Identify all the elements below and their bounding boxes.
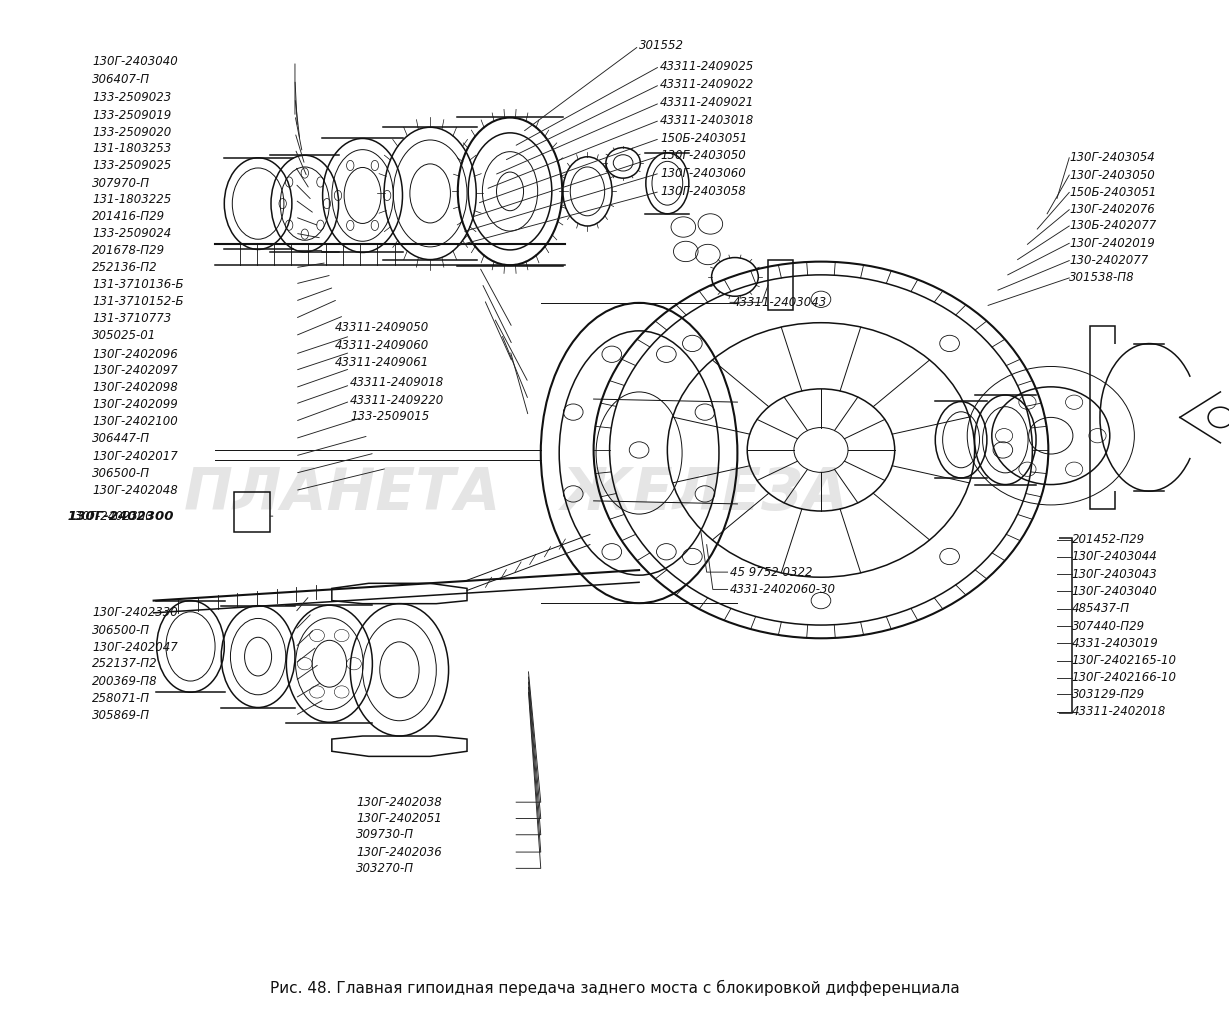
Text: 130Г-2402017: 130Г-2402017 [92,450,178,462]
Text: 130Г-2403060: 130Г-2403060 [660,167,746,179]
Text: 252137-П2: 252137-П2 [92,658,157,670]
Text: 131-3710152-Б: 131-3710152-Б [92,295,183,307]
Text: 133-2509019: 133-2509019 [92,109,171,121]
Text: 309730-П: 309730-П [356,829,414,841]
Text: 130Г-2403040: 130Г-2403040 [1072,585,1158,598]
Text: 130Г-2402100: 130Г-2402100 [92,415,178,428]
Text: 305025-01: 305025-01 [92,330,156,342]
Text: 43311-2409018: 43311-2409018 [350,377,445,389]
Text: 130Г-2403043: 130Г-2403043 [1072,568,1158,580]
Text: 201452-П29: 201452-П29 [1072,533,1144,546]
Text: 301538-П8: 301538-П8 [1069,272,1134,284]
Text: 303270-П: 303270-П [356,862,414,874]
Text: 258071-П: 258071-П [92,692,150,704]
Text: 131-3710136-Б: 131-3710136-Б [92,278,183,290]
Text: 130Г-2403040: 130Г-2403040 [92,55,178,67]
Text: 133-2509015: 133-2509015 [350,410,429,422]
Text: 130Г-2403044: 130Г-2403044 [1072,551,1158,563]
Text: 307970-П: 307970-П [92,177,150,189]
Text: 43311-2403043: 43311-2403043 [732,296,827,308]
Text: 43311-2409022: 43311-2409022 [660,78,755,91]
Text: 43311-2409220: 43311-2409220 [350,394,445,406]
Text: 43311-2409060: 43311-2409060 [334,339,429,351]
Text: 306407-П: 306407-П [92,73,150,86]
Text: 130Г-2402165-10: 130Г-2402165-10 [1072,655,1176,667]
Text: 43311-2409025: 43311-2409025 [660,60,755,72]
Text: 130Г-2403050: 130Г-2403050 [1069,169,1155,181]
Text: 130Г-2403058: 130Г-2403058 [660,185,746,197]
Text: 131-3710773: 131-3710773 [92,313,171,325]
Text: 130Г-2402097: 130Г-2402097 [92,364,178,377]
Text: 301552: 301552 [639,40,685,52]
Text: 133-2509025: 133-2509025 [92,160,171,172]
Text: 307440-П29: 307440-П29 [1072,620,1144,632]
Text: 130Г-2402300: 130Г-2402300 [68,510,154,522]
Text: 130Г-2402076: 130Г-2402076 [1069,204,1155,216]
Text: 130Г-2402038: 130Г-2402038 [356,796,442,808]
Text: 4331-2402060-30: 4331-2402060-30 [730,583,836,596]
Text: 130Г-2402098: 130Г-2402098 [92,382,178,394]
Text: 43311-2402018: 43311-2402018 [1072,705,1166,718]
Text: 130Г-2402019: 130Г-2402019 [1069,237,1155,249]
Text: Рис. 48. Главная гипоидная передача заднего моста с блокировкой дифференциала: Рис. 48. Главная гипоидная передача задн… [269,979,960,996]
Text: 130-2402077: 130-2402077 [1069,254,1148,267]
Text: 131-1803253: 131-1803253 [92,143,171,155]
Text: 43311-2409061: 43311-2409061 [334,356,429,369]
Text: 130Г-2402048: 130Г-2402048 [92,485,178,497]
Text: 130Г-2402036: 130Г-2402036 [356,846,442,858]
Text: 133-2509023: 133-2509023 [92,92,171,104]
Text: 130Г-2402051: 130Г-2402051 [356,812,442,825]
Text: 130Г-2402099: 130Г-2402099 [92,398,178,410]
Text: 150Б-2403051: 150Б-2403051 [1069,186,1156,199]
Text: 130Г-2402047: 130Г-2402047 [92,641,178,654]
Text: 133-2509024: 133-2509024 [92,227,171,239]
Text: 150Б-2403051: 150Б-2403051 [660,132,747,145]
Text: 485437-П: 485437-П [1072,603,1129,615]
Text: 130Г-2403050: 130Г-2403050 [660,150,746,162]
Text: 130Б-2402077: 130Б-2402077 [1069,220,1156,232]
Text: 306500-П: 306500-П [92,467,150,479]
Text: 201416-П29: 201416-П29 [92,211,165,223]
Text: 130Г-2402096: 130Г-2402096 [92,348,178,360]
Text: 200369-П8: 200369-П8 [92,675,157,687]
Text: 131-1803225: 131-1803225 [92,193,171,206]
Text: 130Г-2402330: 130Г-2402330 [92,607,178,619]
Text: 306500-П: 306500-П [92,624,150,636]
Text: 305869-П: 305869-П [92,710,150,722]
Text: 130Г-2403054: 130Г-2403054 [1069,152,1155,164]
Text: 43311-2409021: 43311-2409021 [660,97,755,109]
Text: 45 9752 0322: 45 9752 0322 [730,566,812,578]
Text: 133-2509020: 133-2509020 [92,126,171,138]
Text: 43311-2409050: 43311-2409050 [334,322,429,334]
Text: 43311-2403018: 43311-2403018 [660,114,755,126]
Text: 130Г-2402300: 130Г-2402300 [68,510,175,522]
Text: 252136-П2: 252136-П2 [92,262,157,274]
Text: ПЛАНЕТА   ЖЕЛЕЗА: ПЛАНЕТА ЖЕЛЕЗА [184,465,848,522]
Text: 306447-П: 306447-П [92,433,150,445]
Text: 4331-2403019: 4331-2403019 [1072,637,1159,649]
Text: 201678-П29: 201678-П29 [92,244,165,257]
Text: 130Г-2402166-10: 130Г-2402166-10 [1072,672,1176,684]
Text: 303129-П29: 303129-П29 [1072,688,1144,700]
